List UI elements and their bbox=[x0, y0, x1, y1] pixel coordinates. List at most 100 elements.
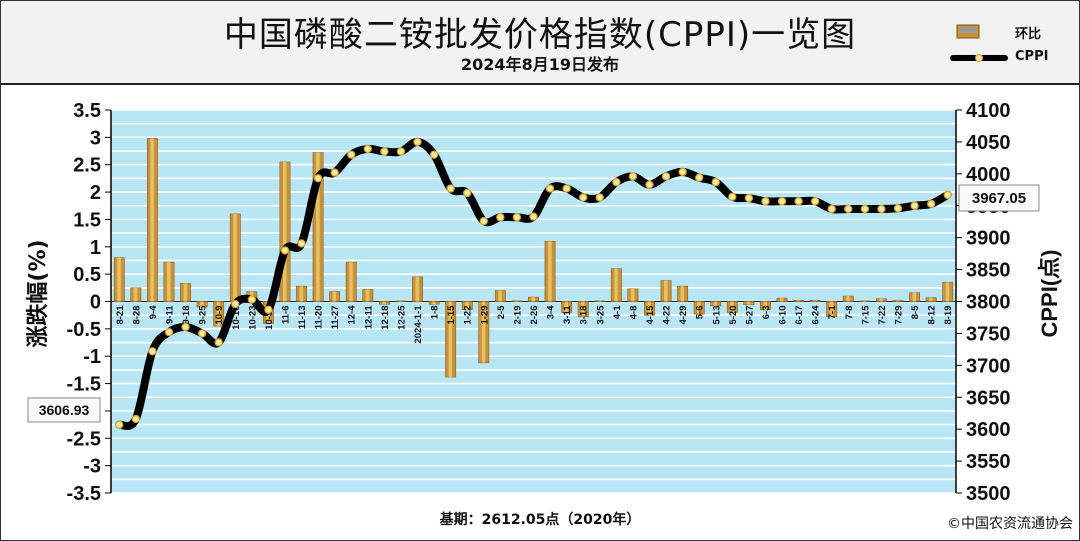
category-label: 1-15 bbox=[446, 305, 457, 325]
legend-bar-label: 环比 bbox=[1015, 27, 1042, 42]
category-label: 11-13 bbox=[297, 306, 308, 330]
cppi-marker bbox=[330, 168, 339, 177]
right-tick-label: 3800 bbox=[966, 292, 1011, 314]
cppi-marker bbox=[347, 150, 356, 159]
cppi-marker bbox=[810, 197, 820, 206]
bar-highlight bbox=[117, 257, 121, 302]
category-label: 10-16 bbox=[231, 306, 242, 330]
left-tick-label: 3.5 bbox=[73, 100, 101, 122]
legend-item-line: CPPI bbox=[949, 47, 1069, 69]
bar-highlight bbox=[548, 241, 552, 302]
category-label: 4-22 bbox=[662, 306, 673, 325]
category-label: 2-5 bbox=[496, 305, 507, 319]
cppi-marker bbox=[363, 144, 373, 154]
bar-highlight bbox=[166, 262, 171, 302]
cppi-marker bbox=[844, 204, 853, 214]
bar-highlight bbox=[912, 292, 917, 302]
bar-highlight bbox=[398, 300, 403, 302]
cppi-marker bbox=[562, 184, 571, 193]
left-tick-label: 1.5 bbox=[73, 209, 101, 231]
cppi-marker bbox=[396, 147, 406, 156]
category-label: 6-24 bbox=[811, 305, 822, 325]
right-axis: 4100405040003950390038503800375037003650… bbox=[955, 100, 1062, 505]
bar-highlight bbox=[299, 286, 304, 302]
left-tick-label: 2.5 bbox=[73, 155, 101, 177]
category-label: 5-6 bbox=[695, 306, 706, 320]
bar-highlight bbox=[382, 301, 386, 305]
category-label: 6-17 bbox=[794, 306, 805, 325]
cppi-marker bbox=[612, 177, 621, 187]
category-label: 6-3 bbox=[761, 306, 772, 320]
cppi-marker bbox=[264, 305, 273, 314]
cppi-marker bbox=[197, 329, 207, 338]
category-label: 1-8 bbox=[430, 306, 441, 320]
cppi-marker bbox=[214, 338, 223, 347]
category-label: 7-29 bbox=[894, 306, 905, 325]
left-tick-label: 0.5 bbox=[73, 264, 101, 286]
end-value-box bbox=[958, 184, 1040, 212]
category-label: 8-28 bbox=[131, 306, 142, 325]
bar-highlight bbox=[945, 282, 950, 302]
bar-highlight bbox=[680, 286, 685, 302]
category-label: 12-4 bbox=[347, 305, 358, 325]
right-tick-label: 3750 bbox=[966, 323, 1011, 345]
cppi-marker bbox=[479, 216, 488, 226]
right-tick-label: 4050 bbox=[966, 132, 1011, 154]
cppi-marker bbox=[744, 193, 754, 203]
category-label: 4-1 bbox=[612, 305, 623, 319]
category-label: 9-25 bbox=[198, 305, 209, 325]
cppi-marker bbox=[115, 420, 124, 429]
category-label: 3-4 bbox=[546, 305, 557, 319]
category-label: 10-30 bbox=[264, 306, 275, 330]
category-label: 6-10 bbox=[778, 306, 789, 325]
bar-highlight bbox=[796, 300, 801, 302]
cppi-marker bbox=[429, 150, 439, 159]
category-label: 7-15 bbox=[860, 305, 871, 325]
bar-highlight bbox=[730, 301, 734, 313]
category-label: 5-13 bbox=[711, 306, 722, 325]
chart-plot: 3.532.521.510.50-0.5-1-1.5-2-2.5-3-3.5涨跌… bbox=[26, 100, 1062, 505]
bar-highlight bbox=[514, 300, 519, 302]
bar-highlight bbox=[614, 268, 618, 302]
cppi-marker bbox=[247, 295, 257, 304]
bar-highlight bbox=[829, 301, 834, 317]
bar-highlight bbox=[465, 301, 469, 310]
bar-highlight bbox=[282, 161, 287, 302]
left-tick-label: -2.5 bbox=[67, 428, 101, 450]
bar-highlight bbox=[316, 152, 320, 302]
category-label: 10-9 bbox=[214, 306, 225, 325]
bar-highlight bbox=[531, 297, 536, 302]
category-label: 7-8 bbox=[844, 306, 855, 320]
bar-highlight bbox=[647, 301, 652, 316]
category-label: 3-11 bbox=[562, 305, 573, 324]
bar-highlight bbox=[846, 296, 850, 302]
bar-series bbox=[113, 138, 954, 378]
legend-item-bar: 环比 bbox=[949, 21, 1069, 43]
category-label: 7-1 bbox=[827, 305, 838, 319]
cppi-marker bbox=[579, 193, 588, 202]
cppi-marker bbox=[595, 193, 604, 202]
right-tick-label: 4000 bbox=[966, 164, 1011, 186]
cppi-marker bbox=[181, 322, 190, 332]
cppi-marker bbox=[496, 213, 505, 222]
value-callouts: 3606.93 3967.05 bbox=[27, 184, 1040, 423]
cppi-marker bbox=[529, 212, 538, 221]
cppi-marker bbox=[728, 192, 737, 202]
cppi-marker bbox=[446, 184, 455, 193]
left-tick-label: -3 bbox=[83, 456, 101, 478]
cppi-marker bbox=[860, 204, 870, 214]
category-label: 8-21 bbox=[115, 305, 126, 325]
bar-highlight bbox=[746, 301, 751, 305]
bar-highlight bbox=[498, 290, 502, 302]
category-labels: 8-21 8-28 9-4 9-11 9-18 9-25 10-9 10-16 10-23 10-… bbox=[115, 305, 954, 344]
bar-highlight bbox=[697, 301, 701, 315]
cppi-marker bbox=[761, 197, 770, 206]
bar-highlight bbox=[597, 300, 602, 302]
legend-line-label: CPPI bbox=[1015, 49, 1049, 64]
cppi-marker bbox=[463, 188, 472, 198]
bar-highlight bbox=[150, 138, 154, 302]
cppi-marker bbox=[148, 347, 157, 356]
category-label: 2024-1-1 bbox=[413, 305, 424, 344]
right-tick-label: 3600 bbox=[966, 419, 1011, 441]
cppi-marker bbox=[661, 172, 671, 181]
